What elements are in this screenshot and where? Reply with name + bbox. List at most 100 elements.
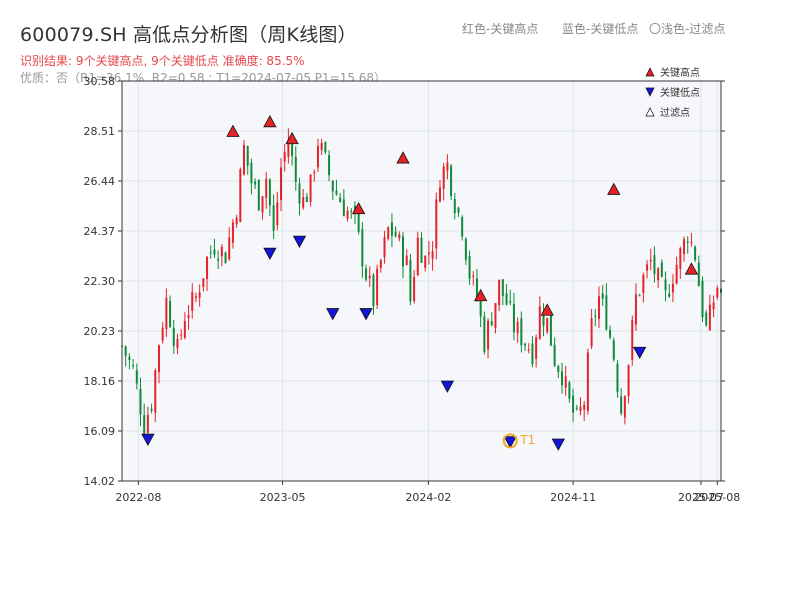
candle-body — [524, 343, 527, 346]
candle-body — [586, 352, 589, 411]
candle-body — [176, 338, 179, 349]
candle-body — [239, 169, 242, 223]
x-tick-label: 2022-08 — [115, 491, 161, 504]
candle-body — [272, 205, 275, 231]
candle-body — [161, 327, 164, 341]
candle-body — [379, 260, 382, 268]
candle-body — [328, 155, 331, 176]
candle-body — [575, 407, 578, 409]
candle-body — [431, 251, 434, 259]
key-low-marker — [551, 438, 565, 451]
key-high-marker — [607, 182, 621, 195]
candle-body — [335, 190, 338, 195]
candle-body — [287, 140, 290, 157]
candle-body — [305, 196, 308, 203]
candle-body — [642, 274, 645, 294]
candle-body — [139, 388, 142, 415]
candle-body — [716, 287, 719, 298]
candle-body — [390, 222, 393, 236]
key-high-marker — [263, 114, 277, 128]
candle-body — [365, 268, 368, 280]
candle-body — [597, 296, 600, 319]
candle-body — [250, 162, 253, 184]
hint-blue-low: 蓝色-关键低点 — [562, 22, 639, 36]
candle-body — [664, 279, 667, 291]
candle-body — [342, 199, 345, 217]
candle-body — [498, 279, 501, 306]
key-low-marker — [440, 380, 455, 393]
candle-body — [657, 268, 660, 281]
candle-body — [653, 255, 656, 275]
candle-body — [235, 217, 238, 225]
candle-body — [494, 303, 497, 328]
candle-body — [279, 167, 282, 200]
candle-body — [187, 315, 190, 318]
y-tick-label: 26.44 — [84, 175, 116, 188]
candle-body — [402, 236, 405, 267]
candle-body — [623, 396, 626, 418]
candle-body — [257, 180, 260, 211]
candle-body — [520, 318, 523, 346]
candle-body — [564, 376, 567, 388]
candle-body — [634, 294, 637, 325]
key-high-marker — [473, 288, 488, 302]
key-low-marker — [292, 235, 307, 248]
candle-body — [420, 237, 423, 263]
candle-body — [450, 165, 453, 197]
t1-marker — [502, 433, 518, 449]
candle-body — [435, 199, 438, 249]
candle-body — [475, 278, 478, 299]
candle-body — [487, 320, 490, 350]
candle-body — [291, 141, 294, 157]
candle-body — [620, 396, 623, 414]
x-tick-label: 2024-02 — [405, 491, 451, 504]
candle-body — [183, 321, 186, 338]
key-low-marker — [632, 346, 647, 360]
candle-body — [220, 246, 223, 257]
legend-label: 关键高点 — [660, 66, 700, 79]
candle-body — [346, 210, 349, 219]
candle-body — [590, 318, 593, 347]
legend-label: 关键低点 — [660, 86, 700, 99]
candle-body — [442, 166, 445, 190]
candle-body — [612, 340, 615, 360]
key-low-marker — [326, 308, 340, 321]
candle-body — [638, 294, 641, 296]
candle-body — [154, 370, 157, 413]
candle-body — [361, 229, 364, 267]
candle-body — [527, 349, 530, 351]
candle-body — [490, 321, 493, 326]
key-high-marker — [285, 131, 299, 145]
candle-body — [409, 259, 412, 302]
candle-body — [690, 242, 693, 244]
candle-body — [438, 187, 441, 202]
x-tick-label: 2024-11 — [550, 491, 596, 504]
legend-label: 过滤点 — [660, 106, 690, 119]
key-low-marker — [263, 247, 277, 261]
candle-body — [427, 252, 430, 255]
candle-body — [660, 262, 663, 277]
candle-body — [246, 145, 249, 166]
y-tick-label: 30.58 — [84, 75, 116, 88]
candle-body — [557, 365, 560, 373]
candle-body — [243, 144, 246, 175]
candle-body — [194, 296, 197, 298]
candle-body — [572, 395, 575, 413]
candle-body — [531, 343, 534, 365]
candle-body — [553, 344, 556, 366]
candle-body — [383, 237, 386, 258]
candle-body — [276, 202, 279, 226]
candle-body — [261, 196, 264, 213]
candle-body — [324, 142, 327, 153]
candle-body — [424, 256, 427, 268]
candle-body — [542, 312, 545, 326]
candle-body — [268, 179, 271, 206]
candle-body — [546, 317, 549, 332]
candle-body — [132, 365, 135, 367]
candle-body — [372, 274, 375, 307]
candle-body — [686, 241, 689, 243]
candle-body — [172, 327, 175, 347]
legend-marker — [645, 107, 655, 117]
candle-body — [675, 264, 678, 284]
candle-body — [464, 238, 467, 260]
